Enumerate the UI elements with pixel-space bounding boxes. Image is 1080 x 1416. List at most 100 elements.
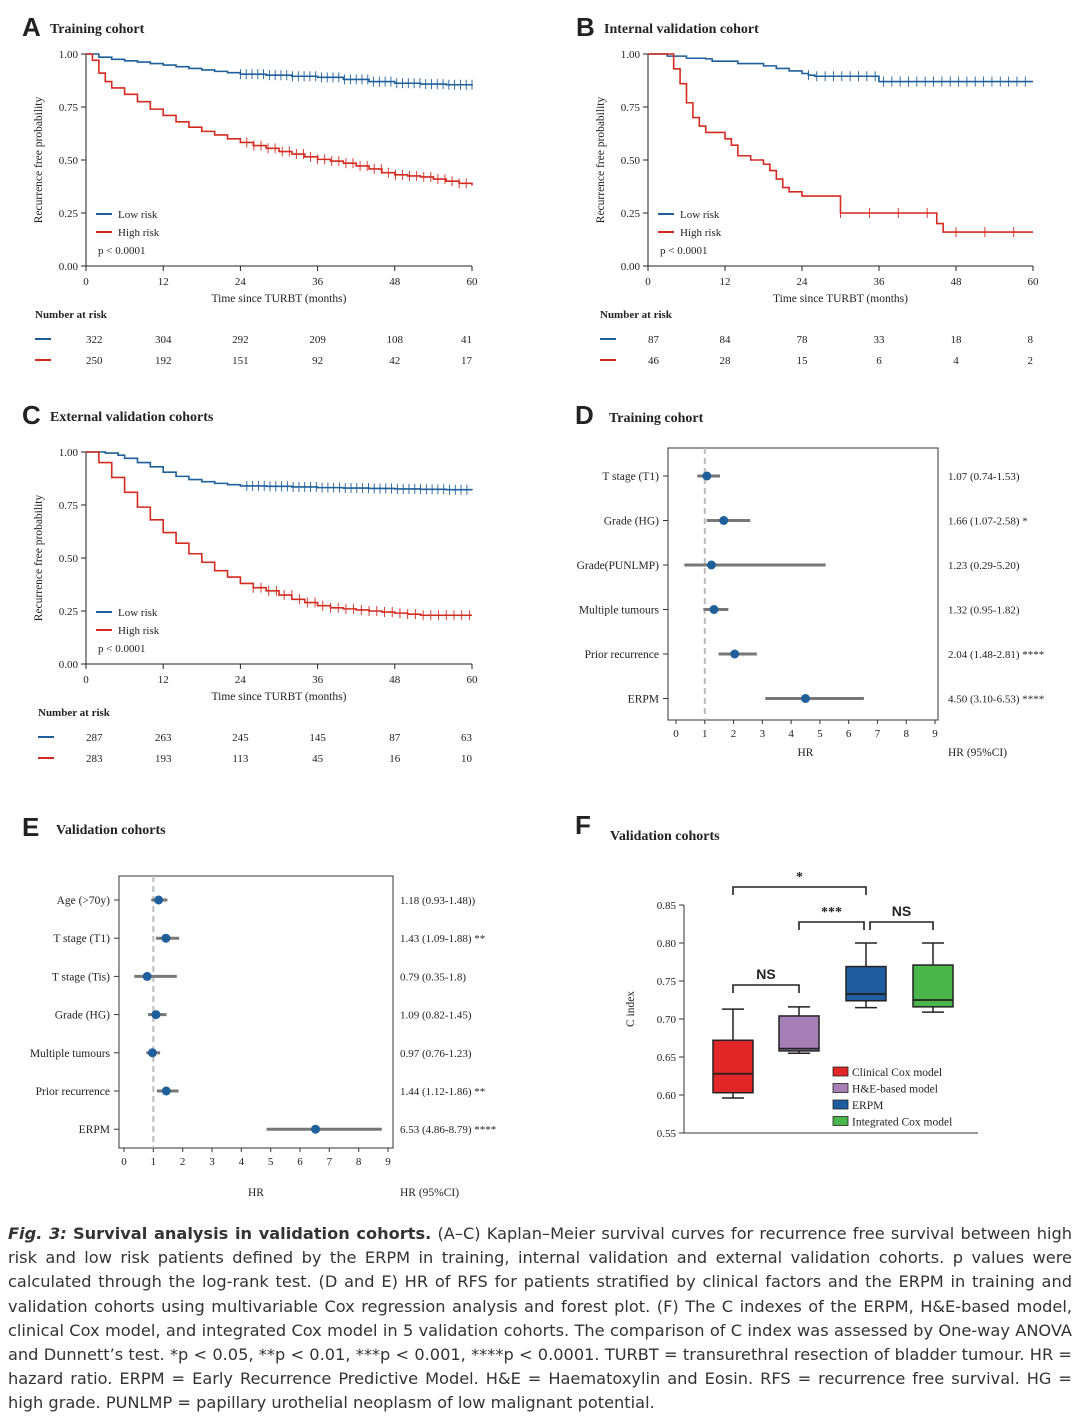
hr-value: 1.07 (0.74-1.53) — [948, 471, 1020, 483]
p-value: p < 0.0001 — [660, 245, 707, 257]
x-tick-label: 36 — [312, 674, 324, 686]
significance-bracket — [732, 886, 867, 895]
risk-count: 322 — [86, 334, 103, 346]
hr-point — [161, 1086, 171, 1096]
risk-count: 113 — [232, 753, 249, 765]
risk-count: 245 — [232, 732, 249, 744]
panel-title: Training cohort — [50, 22, 145, 37]
risk-count: 63 — [461, 732, 473, 744]
y-tick-label: 0.00 — [621, 261, 641, 273]
x-axis-label: HR — [798, 747, 814, 759]
x-tick-label: 3 — [760, 728, 766, 740]
legend-label: High risk — [118, 227, 160, 239]
x-tick-label: 48 — [389, 674, 401, 686]
x-axis-label: Time since TURBT (months) — [212, 691, 347, 703]
risk-count: 41 — [461, 334, 472, 346]
risk-count: 263 — [155, 732, 172, 744]
figure-caption: Fig. 3: Survival analysis in validation … — [8, 1222, 1072, 1416]
p-value: p < 0.0001 — [98, 245, 145, 257]
risk-count: 4 — [953, 355, 959, 367]
hr-point — [730, 649, 740, 659]
legend-swatch — [832, 1066, 849, 1077]
panel-letter: A — [22, 12, 41, 42]
hr-point — [142, 971, 152, 981]
hr-point — [706, 560, 716, 570]
x-tick-label: 7 — [327, 1156, 333, 1168]
x-tick-label: 36 — [312, 276, 324, 288]
hr-value: 1.32 (0.95-1.82) — [948, 605, 1020, 617]
caption-figure-number: Fig. 3: — [8, 1224, 67, 1243]
variable-label: Prior recurrence — [585, 649, 659, 661]
y-tick-label: 0.80 — [657, 938, 677, 950]
panel-title: Validation cohorts — [610, 829, 720, 844]
x-tick-label: 0 — [83, 674, 89, 686]
panel-letter: E — [22, 812, 39, 842]
y-tick-label: 0.65 — [657, 1052, 677, 1064]
y-tick-label: 0.75 — [657, 976, 677, 988]
y-tick-label: 0.25 — [59, 606, 79, 618]
km-curve-low — [86, 53, 473, 86]
y-axis-label: Recurrence free probability — [33, 97, 45, 224]
km-curve-high — [86, 53, 473, 186]
risk-count: 209 — [309, 334, 326, 346]
risk-count: 78 — [797, 334, 809, 346]
risk-count: 108 — [387, 334, 404, 346]
y-tick-label: 0.25 — [59, 208, 79, 220]
legend-label: ERPM — [852, 1100, 883, 1112]
variable-label: T stage (T1) — [602, 471, 659, 483]
km-panel-A: A Training cohort 0.00 0.25 0.50 0.75 1.00 0 12 2… — [22, 12, 478, 367]
significance-bracket — [869, 921, 934, 930]
x-tick-label: 0 — [673, 728, 679, 740]
y-axis-label: C index — [625, 991, 637, 1027]
panel-title: Validation cohorts — [56, 823, 166, 838]
legend-label: Low risk — [118, 209, 158, 221]
y-tick-label: 0.50 — [59, 155, 79, 167]
variable-label: Grade (HG) — [604, 516, 659, 528]
risk-count: 250 — [86, 355, 103, 367]
x-axis-label: HR — [248, 1187, 264, 1199]
variable-label: ERPM — [628, 694, 659, 706]
hr-point — [147, 1048, 157, 1058]
risk-count: 10 — [461, 753, 473, 765]
hr-point — [151, 1010, 161, 1020]
panel-title: Training cohort — [609, 411, 704, 426]
km-panel-B: B Internal validation cohort 0.00 0.25 0.50 0… — [576, 12, 1039, 367]
legend-label: High risk — [118, 625, 160, 637]
hr-value: 1.44 (1.12-1.86) ** — [400, 1086, 485, 1098]
x-tick-label: 6 — [846, 728, 852, 740]
risk-count: 6 — [876, 355, 882, 367]
significance-bracket — [732, 984, 800, 993]
km-curve-low — [86, 451, 473, 491]
risk-count: 283 — [86, 753, 103, 765]
x-tick-label: 36 — [874, 276, 886, 288]
x-tick-label: 48 — [951, 276, 963, 288]
variable-label: Prior recurrence — [36, 1086, 110, 1098]
risk-count: 87 — [389, 732, 401, 744]
x-tick-label: 0 — [83, 276, 89, 288]
x-tick-label: 5 — [817, 728, 823, 740]
x-tick-label: 9 — [932, 728, 938, 740]
risk-count: 42 — [389, 355, 400, 367]
km-panel-C: C External validation cohorts 0.00 0.25 0.50… — [22, 400, 478, 765]
x-tick-label: 8 — [356, 1156, 362, 1168]
significance-label: * — [796, 870, 803, 885]
hr-point — [709, 605, 719, 614]
x-tick-label: 12 — [158, 276, 169, 288]
x-tick-label: 2 — [180, 1156, 186, 1168]
figure-canvas: A Training cohort 0.00 0.25 0.50 0.75 1.00 0 12 2… — [22, 12, 1044, 1199]
hr-point — [801, 694, 810, 703]
legend-label: Integrated Cox model — [852, 1117, 952, 1129]
variable-label: ERPM — [79, 1124, 110, 1136]
risk-count: 193 — [155, 753, 172, 765]
significance-label: NS — [892, 903, 911, 919]
panel-letter: C — [22, 400, 41, 430]
x-axis-label: Time since TURBT (months) — [212, 293, 347, 305]
x-tick-label: 6 — [297, 1156, 303, 1168]
variable-label: Age (>70y) — [57, 895, 111, 907]
forest-panel-E: E Validation cohorts 0 1 2 3 4 5 6 7 8 9 HR HR (95%CI… — [22, 812, 496, 1199]
forest-frame — [667, 447, 939, 721]
hr-point — [702, 471, 712, 481]
x-tick-label: 9 — [385, 1156, 391, 1168]
y-tick-label: 1.00 — [59, 447, 79, 459]
legend-label: Low risk — [680, 209, 720, 221]
